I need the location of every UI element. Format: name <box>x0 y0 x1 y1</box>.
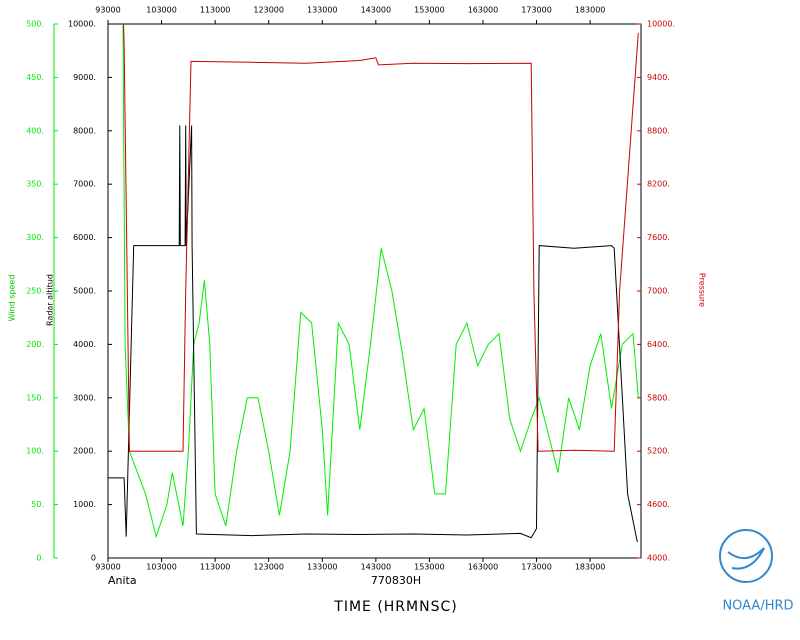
plot-frame <box>107 23 642 559</box>
x-tick-label: 123000 <box>253 6 284 15</box>
data-line <box>123 23 639 452</box>
data-line <box>122 23 639 539</box>
y-tick-label: 10000. <box>647 20 675 29</box>
y-tick-label: 0 <box>91 554 96 563</box>
x-tick-label: 183000 <box>575 6 606 15</box>
y-tick-label: 350. <box>26 180 44 189</box>
x-tick-label: 143000 <box>361 563 392 572</box>
x-tick-label: 153000 <box>414 563 445 572</box>
y-tick-label: 400. <box>26 126 44 135</box>
x-tick-label: 163000 <box>468 563 499 572</box>
y-tick-label: 300. <box>26 233 44 242</box>
x-tick-label: 143000 <box>361 6 392 15</box>
y-tick-label: 5000. <box>73 287 96 296</box>
y-axis-label: Wind speed <box>8 275 17 322</box>
logo-ring <box>719 529 773 583</box>
x-tick-label: 163000 <box>468 6 499 15</box>
y-tick-label: 500. <box>26 20 44 29</box>
y-tick-label: 7000. <box>73 180 96 189</box>
y-tick-label: 2000. <box>73 447 96 456</box>
y-tick-label: 200. <box>26 340 44 349</box>
x-tick-label: 113000 <box>200 563 231 572</box>
y-tick-label: 7600. <box>647 233 670 242</box>
y-tick-label: 3000. <box>73 393 96 402</box>
x-tick-label: 133000 <box>307 563 338 572</box>
y-tick-label: 250. <box>26 287 44 296</box>
y-tick-label: 10000. <box>68 20 96 29</box>
y-tick-label: 7000. <box>647 287 670 296</box>
storm-name: Anita <box>108 574 137 587</box>
y-tick-label: 8000. <box>73 126 96 135</box>
y-tick-label: 150. <box>26 393 44 402</box>
y-tick-label: 9400. <box>647 73 670 82</box>
y-tick-label: 100. <box>26 447 44 456</box>
x-tick-label: 93000 <box>95 6 120 15</box>
x-tick-label: 93000 <box>95 563 120 572</box>
y-tick-label: 1000. <box>73 500 96 509</box>
y-tick-label: 8200. <box>647 180 670 189</box>
x-tick-label: 123000 <box>253 563 284 572</box>
y3-axis-label: Pressure <box>698 273 707 307</box>
credit: NOAA/HRD <box>722 599 793 614</box>
x-tick-label: 183000 <box>575 563 606 572</box>
y-tick-label: 4600. <box>647 500 670 509</box>
x-tick-label: 103000 <box>146 6 177 15</box>
y-tick-label: 8800. <box>647 126 670 135</box>
y-tick-label: 5200. <box>647 447 670 456</box>
x-tick-label: 103000 <box>146 563 177 572</box>
y-tick-label: 5800. <box>647 393 670 402</box>
x-tick-label: 113000 <box>200 6 231 15</box>
y-tick-label: 450. <box>26 73 44 82</box>
y-tick-label: 9000. <box>73 73 96 82</box>
y-tick-label: 6400. <box>647 340 670 349</box>
x-tick-label: 173000 <box>521 563 552 572</box>
y2-axis-label: Radar altitud <box>46 274 55 326</box>
y-tick-label: 0. <box>36 554 44 563</box>
x-tick-label: 173000 <box>521 6 552 15</box>
logo-bird <box>727 547 765 570</box>
data-line <box>108 125 638 543</box>
y-tick-label: 4000. <box>73 340 96 349</box>
x-tick-label: 133000 <box>307 6 338 15</box>
x-axis-label: TIME (HRMNSC) <box>333 599 457 615</box>
y-tick-label: 4000. <box>647 554 670 563</box>
flight-id: 770830H <box>371 574 421 587</box>
y-tick-label: 50. <box>31 500 44 509</box>
y-tick-label: 6000. <box>73 233 96 242</box>
noaa-logo <box>719 529 773 583</box>
x-tick-label: 153000 <box>414 6 445 15</box>
